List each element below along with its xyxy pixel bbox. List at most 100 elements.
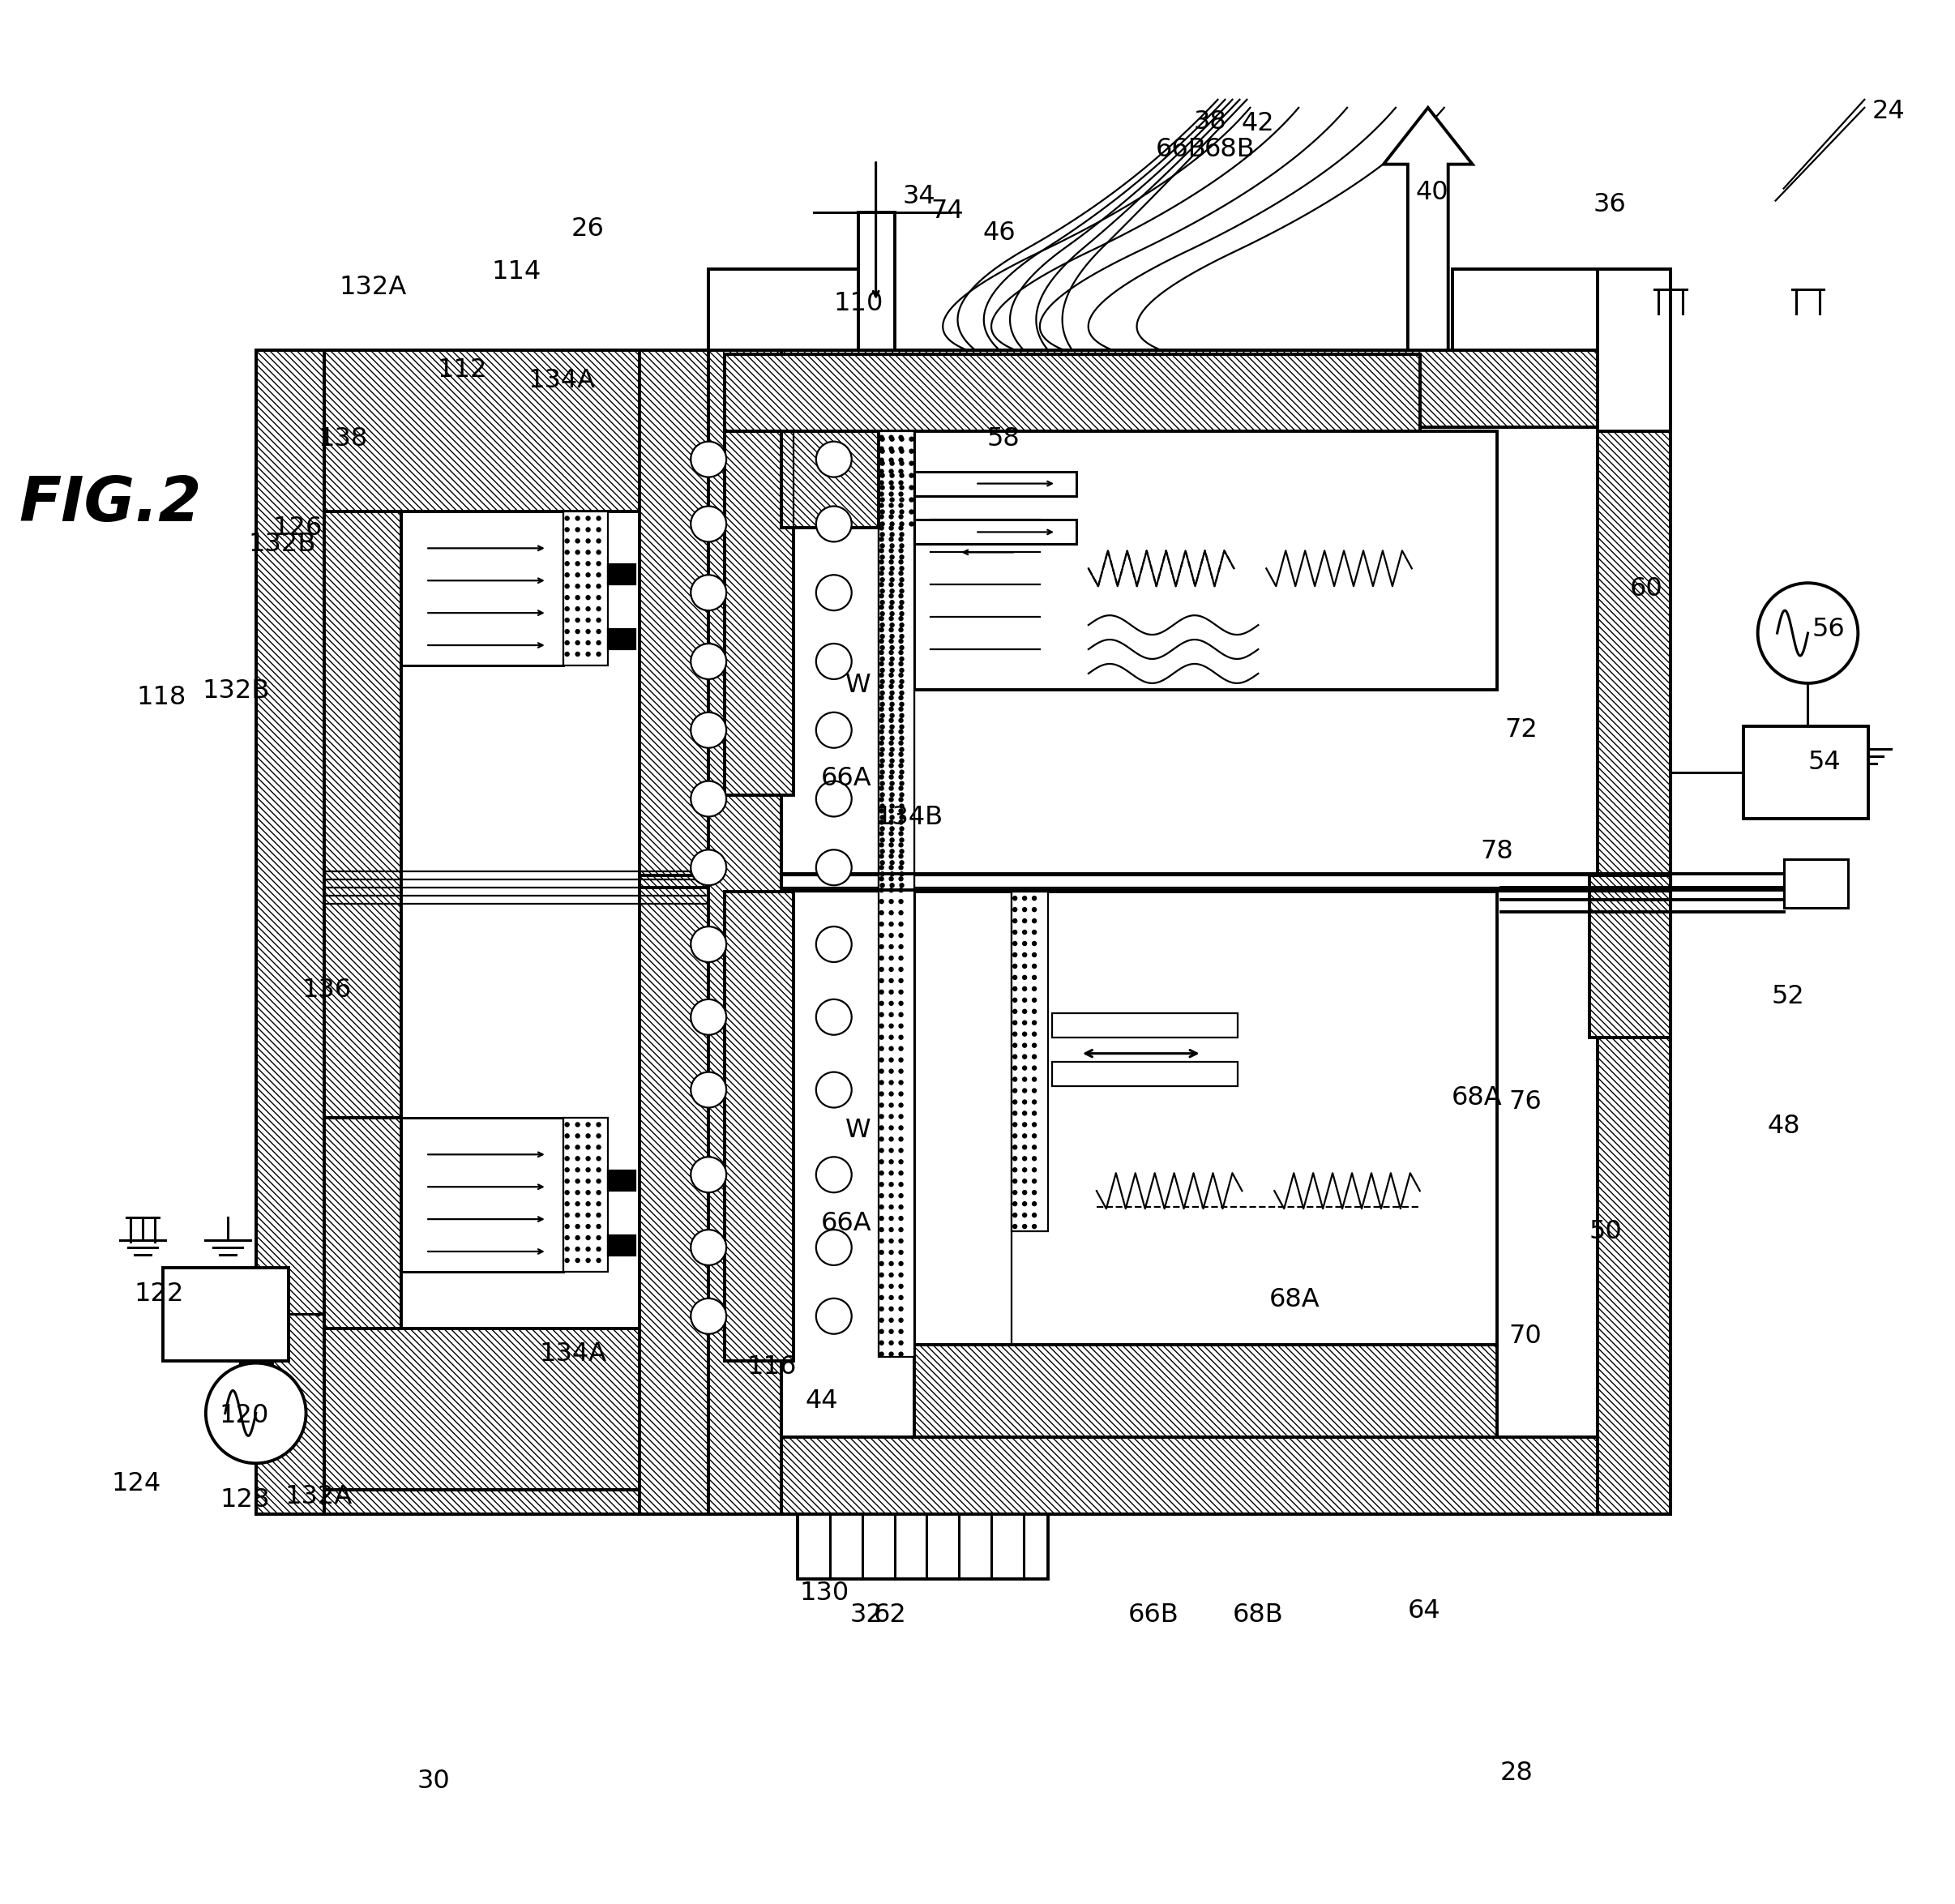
Bar [878, 430, 915, 527]
Circle shape [890, 560, 893, 564]
Circle shape [909, 449, 913, 453]
Circle shape [880, 497, 884, 503]
Circle shape [890, 933, 893, 937]
Bar [708, 268, 870, 350]
Circle shape [899, 748, 903, 752]
Bar [708, 1438, 1670, 1514]
Circle shape [596, 1135, 600, 1139]
Circle shape [586, 1247, 590, 1251]
Circle shape [1013, 952, 1017, 958]
Circle shape [880, 878, 884, 882]
Bar [1597, 350, 1670, 1514]
Circle shape [1032, 1089, 1036, 1093]
Circle shape [899, 729, 903, 733]
Circle shape [899, 1329, 903, 1333]
Circle shape [880, 594, 884, 598]
Circle shape [596, 1236, 600, 1240]
Circle shape [890, 826, 893, 830]
Circle shape [899, 843, 903, 847]
Circle shape [1013, 1043, 1017, 1047]
Text: 48: 48 [1767, 1114, 1801, 1139]
Circle shape [690, 644, 727, 680]
Text: 66A: 66A [821, 765, 872, 792]
Circle shape [586, 1135, 590, 1139]
Bar [878, 527, 915, 891]
Circle shape [1013, 1224, 1017, 1228]
Circle shape [890, 979, 893, 982]
Circle shape [890, 866, 893, 870]
Text: 128: 128 [219, 1487, 270, 1512]
Circle shape [899, 1013, 903, 1017]
Circle shape [880, 571, 884, 575]
Circle shape [899, 1102, 903, 1108]
Circle shape [880, 1091, 884, 1097]
Circle shape [890, 474, 893, 478]
Circle shape [586, 550, 590, 554]
Text: 132A: 132A [285, 1483, 352, 1510]
Circle shape [890, 781, 893, 786]
Circle shape [890, 583, 893, 586]
Circle shape [899, 594, 903, 598]
Text: 34: 34 [903, 185, 934, 209]
Circle shape [880, 922, 884, 925]
Text: 28: 28 [1499, 1761, 1533, 1786]
Bar [1597, 268, 1670, 430]
Circle shape [880, 1024, 884, 1028]
Circle shape [899, 798, 903, 802]
Circle shape [899, 887, 903, 893]
Circle shape [586, 1144, 590, 1150]
Circle shape [586, 539, 590, 543]
Circle shape [899, 514, 903, 518]
Circle shape [586, 516, 590, 520]
Circle shape [880, 703, 884, 706]
Circle shape [890, 1318, 893, 1321]
Circle shape [890, 741, 893, 744]
Circle shape [899, 449, 903, 453]
Circle shape [880, 718, 884, 722]
Circle shape [815, 781, 852, 817]
Circle shape [899, 1160, 903, 1163]
Circle shape [596, 573, 600, 577]
Circle shape [880, 1240, 884, 1243]
Circle shape [890, 663, 893, 666]
Circle shape [899, 600, 903, 604]
Text: 78: 78 [1480, 840, 1513, 864]
Circle shape [586, 1123, 590, 1127]
Circle shape [586, 651, 590, 657]
Circle shape [596, 1247, 600, 1251]
Text: 74: 74 [931, 198, 964, 223]
Circle shape [880, 786, 884, 790]
Circle shape [890, 461, 893, 465]
Bar [725, 891, 794, 1361]
Circle shape [909, 438, 913, 442]
Circle shape [596, 562, 600, 565]
Circle shape [899, 617, 903, 621]
Circle shape [890, 611, 893, 615]
Circle shape [899, 832, 903, 836]
Circle shape [815, 1299, 852, 1335]
Circle shape [880, 617, 884, 621]
Text: 36: 36 [1593, 192, 1627, 217]
Circle shape [1013, 975, 1017, 979]
Text: 50: 50 [1589, 1219, 1623, 1243]
Bar [325, 1118, 401, 1329]
Circle shape [890, 878, 893, 882]
Circle shape [596, 630, 600, 634]
Circle shape [565, 550, 569, 554]
Circle shape [890, 1262, 893, 1266]
Circle shape [880, 588, 884, 592]
Bar [1597, 268, 1670, 430]
Circle shape [565, 1123, 569, 1127]
Circle shape [899, 560, 903, 564]
Circle shape [880, 486, 884, 489]
Circle shape [596, 651, 600, 657]
Circle shape [1022, 1123, 1026, 1127]
Circle shape [586, 585, 590, 588]
Circle shape [1022, 998, 1026, 1002]
Text: 136: 136 [303, 979, 352, 1003]
Circle shape [890, 967, 893, 971]
Circle shape [1032, 1179, 1036, 1182]
Circle shape [1032, 952, 1036, 958]
Circle shape [890, 605, 893, 609]
Circle shape [899, 1024, 903, 1028]
